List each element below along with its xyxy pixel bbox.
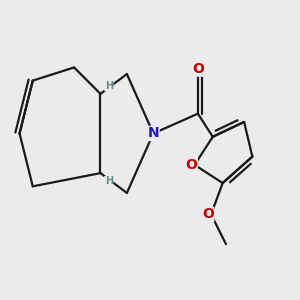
Text: N: N: [148, 127, 159, 140]
Text: O: O: [202, 207, 214, 221]
Text: O: O: [185, 158, 197, 172]
Text: H: H: [105, 81, 113, 91]
Text: O: O: [192, 62, 204, 76]
Text: H: H: [105, 176, 113, 186]
